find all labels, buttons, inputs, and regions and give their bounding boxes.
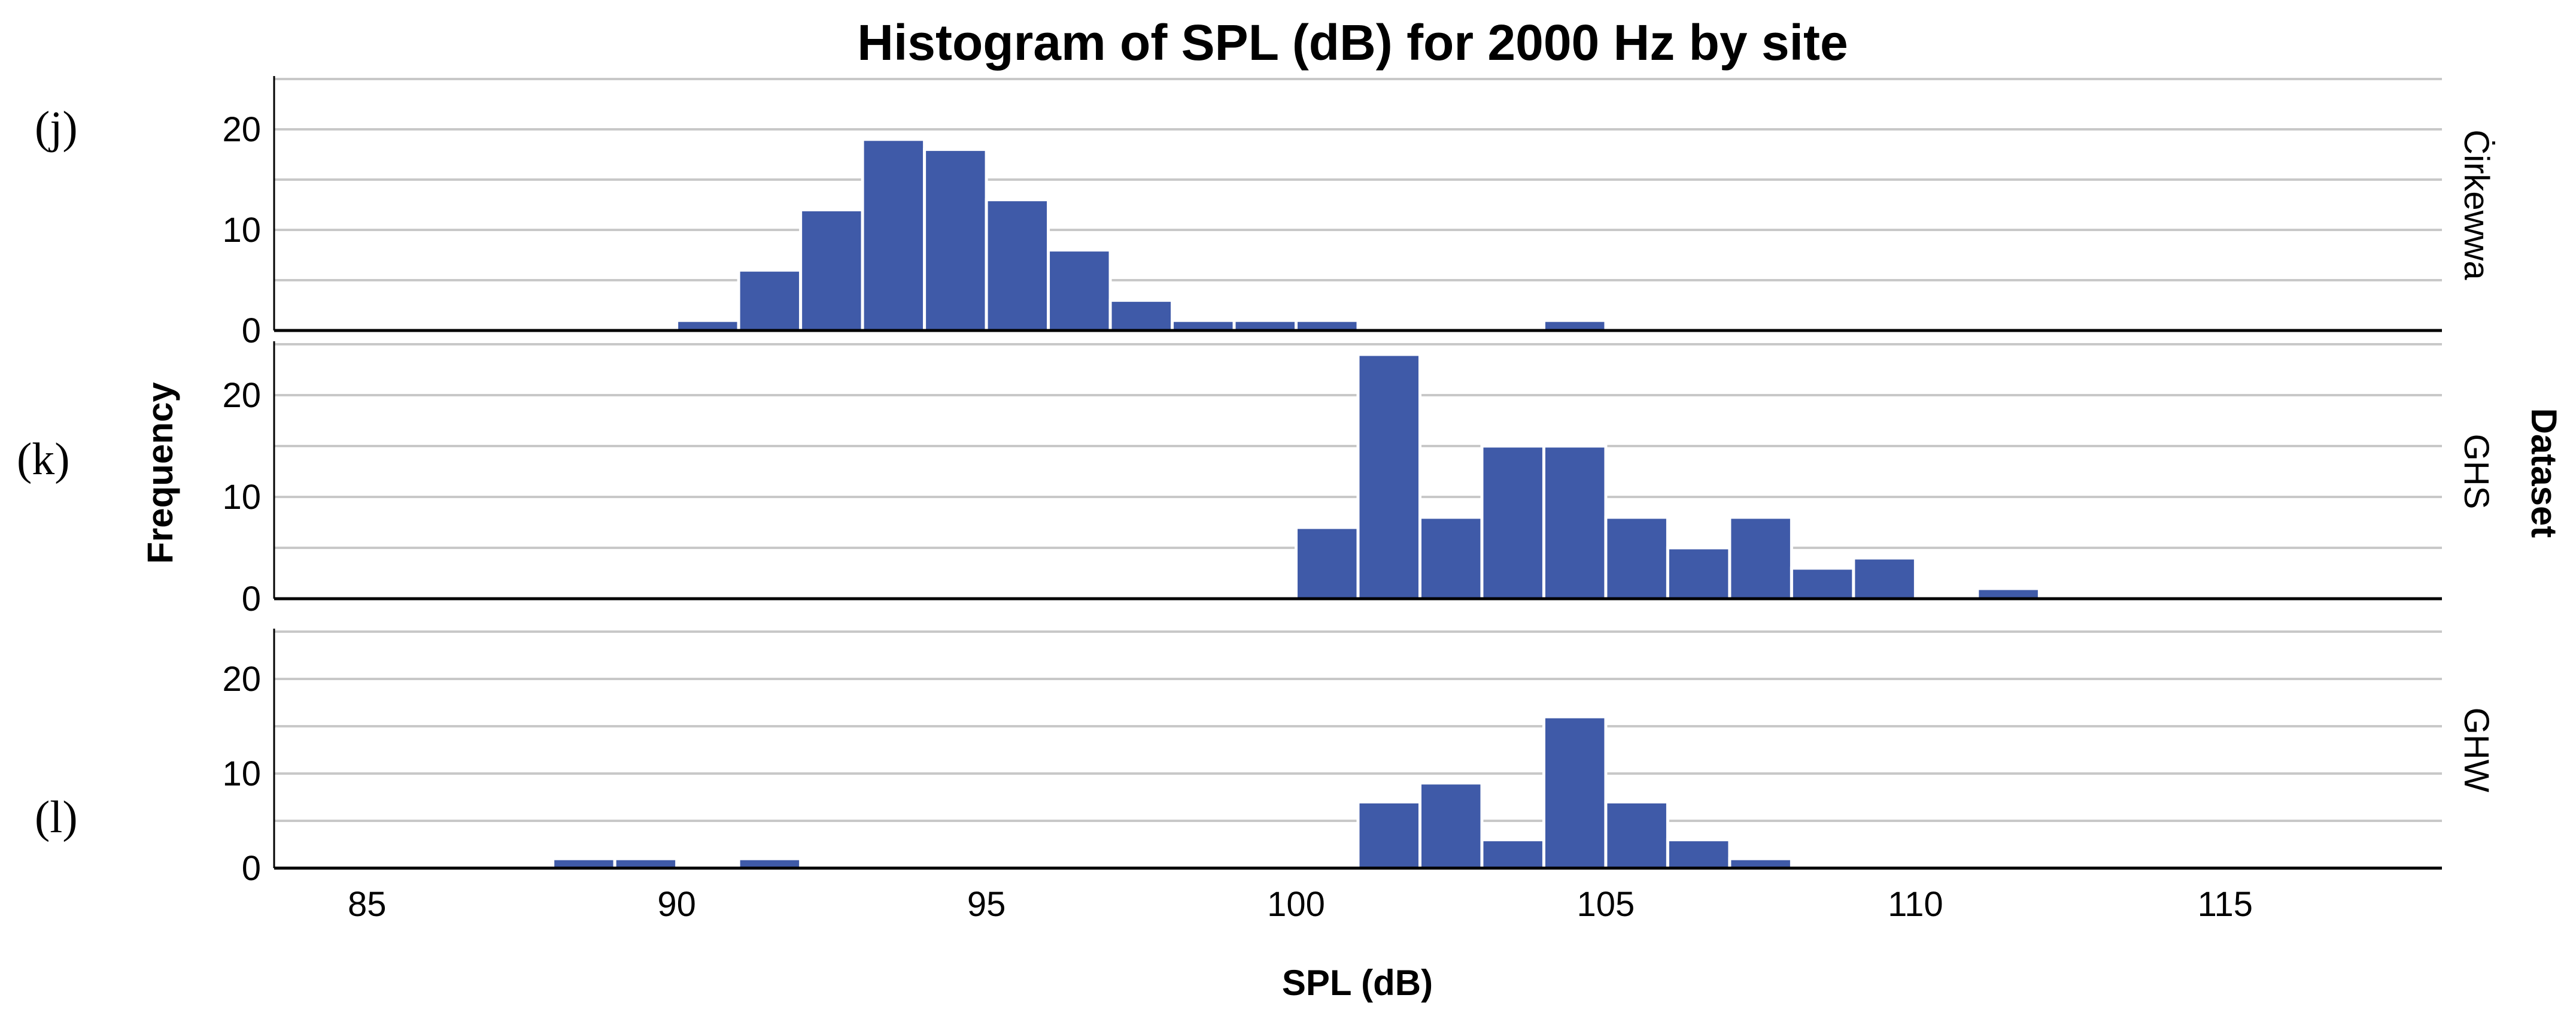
facet-site-label: GHW	[2457, 708, 2496, 793]
histogram-bar	[799, 208, 864, 332]
panels-group: 0 10 20 Ċirkewwa (j) 0 10 20 GHS (k) 0 10 20 GHW (l)	[17, 76, 2496, 888]
x-tick-label: 105	[1577, 885, 1635, 924]
histogram-bar	[1542, 715, 1608, 870]
facet-panel: 0 10 20 GHW (l)	[35, 629, 2496, 888]
panel-letter: (j)	[35, 102, 78, 153]
x-tick-label: 100	[1267, 885, 1325, 924]
histogram-bar	[1295, 319, 1360, 332]
y-tick-label: 10	[222, 754, 261, 793]
histogram-bar	[1171, 319, 1236, 332]
y-tick-label: 0	[242, 311, 261, 350]
x-tick-label: 90	[657, 885, 696, 924]
histogram-bar	[1542, 319, 1608, 332]
y-tick-label: 0	[242, 849, 261, 888]
y-tick-label: 20	[222, 660, 261, 699]
y-tick-label: 0	[242, 580, 261, 618]
histogram-bar	[923, 148, 988, 332]
histogram-bar	[675, 319, 740, 332]
histogram-bar	[1852, 556, 1917, 601]
histogram-bar	[1480, 838, 1545, 870]
histogram-bar	[1356, 800, 1421, 870]
facet-panel: 0 10 20 GHS (k)	[17, 341, 2496, 618]
facet-site-label: GHS	[2457, 434, 2496, 510]
facet-site-label: Ċirkewwa	[2457, 129, 2496, 280]
x-axis-title: SPL (dB)	[1282, 963, 1433, 1003]
histogram-bar	[1790, 566, 1855, 601]
y-tick-label: 20	[222, 376, 261, 415]
histogram-bar	[1047, 248, 1112, 332]
histogram-bar	[1418, 781, 1484, 870]
x-tick-label: 85	[348, 885, 387, 924]
histogram-bar	[1976, 587, 2041, 601]
histogram-bar	[861, 138, 926, 332]
histogram-bar	[1728, 515, 1793, 601]
y-axis-title: Frequency	[140, 382, 180, 564]
x-axis: 85 90 95 100 105 110 115	[348, 885, 2253, 924]
histogram-bar	[985, 198, 1050, 332]
histogram-bar	[1232, 319, 1298, 332]
histogram-bar	[1480, 444, 1545, 601]
chart-title: Histogram of SPL (dB) for 2000 Hz by sit…	[857, 14, 1848, 71]
y-tick-label: 10	[222, 211, 261, 250]
histogram-bar	[1666, 546, 1731, 601]
histogram-bar	[1666, 838, 1731, 870]
histogram-bar	[1356, 353, 1421, 601]
x-tick-label: 110	[1888, 885, 1943, 924]
facet-axis-title: Dataset	[2524, 408, 2564, 538]
y-tick-label: 20	[222, 110, 261, 149]
histogram-bar	[737, 268, 803, 332]
histogram-bar	[1542, 444, 1608, 601]
panel-letter: (k)	[17, 434, 70, 484]
histogram-bar	[1418, 515, 1484, 601]
facet-panel: 0 10 20 Ċirkewwa (j)	[35, 76, 2496, 350]
histogram-bar	[1108, 299, 1174, 332]
histogram-bar	[1604, 515, 1669, 601]
histogram-bar	[1295, 526, 1360, 601]
x-tick-label: 95	[967, 885, 1006, 924]
y-tick-label: 10	[222, 478, 261, 517]
panel-letter: (l)	[35, 792, 78, 842]
x-tick-label: 115	[2198, 885, 2253, 924]
histogram-bar	[1604, 800, 1669, 870]
